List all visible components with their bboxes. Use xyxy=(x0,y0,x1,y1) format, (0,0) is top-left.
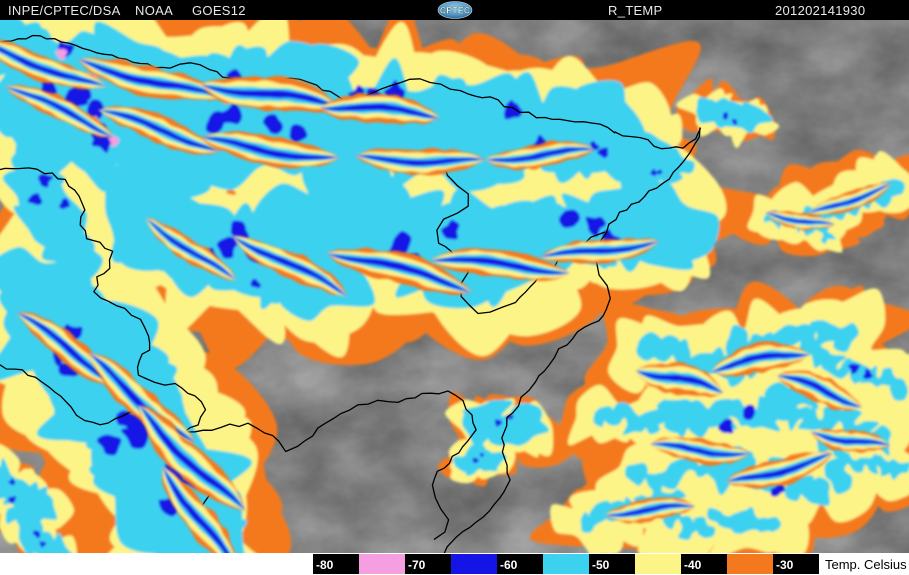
svg-text:-60: -60 xyxy=(500,558,518,572)
svg-text:CPTEC: CPTEC xyxy=(440,6,471,16)
svg-text:-30: -30 xyxy=(776,558,794,572)
svg-text:-50: -50 xyxy=(592,558,610,572)
svg-text:-80: -80 xyxy=(316,558,334,572)
svg-text:Temp. Celsius: Temp. Celsius xyxy=(825,557,907,572)
svg-text:-70: -70 xyxy=(408,558,426,572)
svg-text:-40: -40 xyxy=(684,558,702,572)
